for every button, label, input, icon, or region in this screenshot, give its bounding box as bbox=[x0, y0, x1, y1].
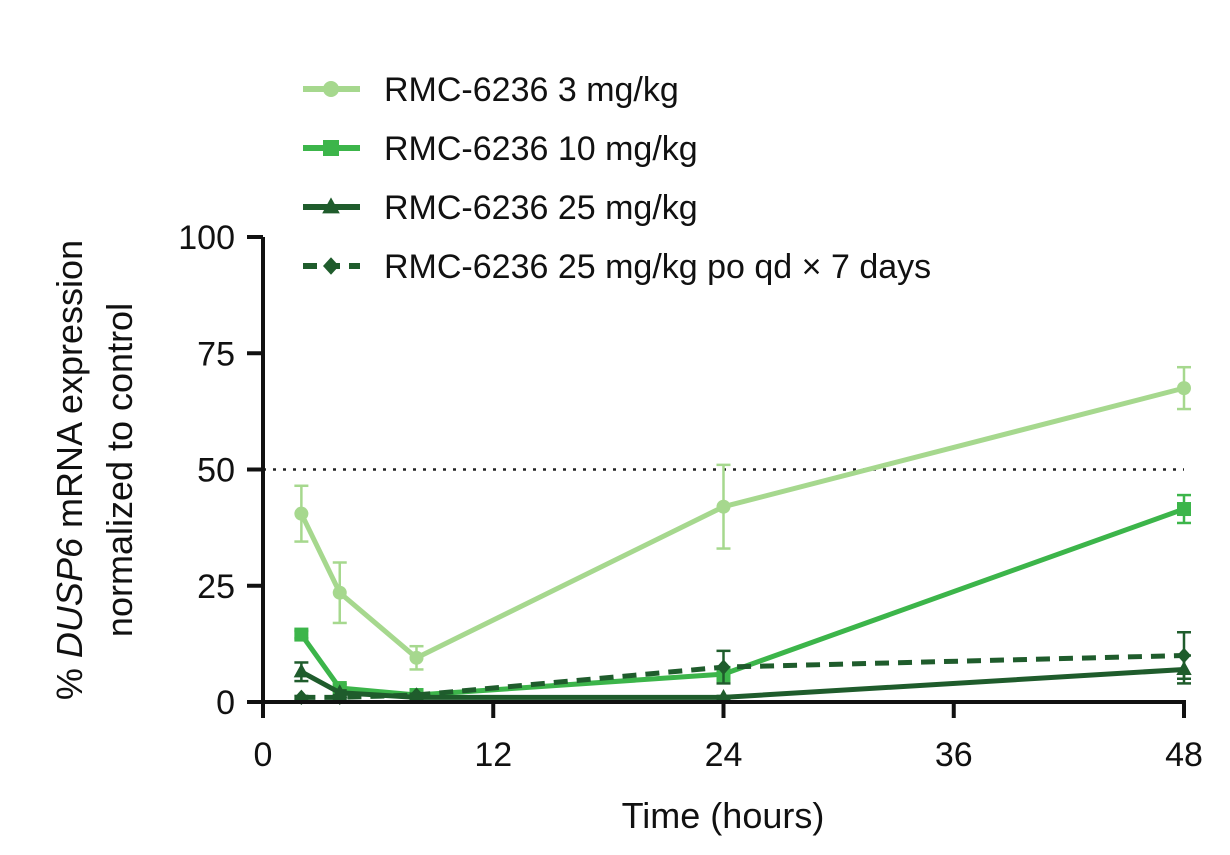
y-axis-title-rest: mRNA expression bbox=[49, 240, 90, 538]
x-tick-label: 36 bbox=[935, 736, 973, 774]
data-point-circle bbox=[294, 506, 309, 521]
legend-label: RMC-6236 25 mg/kg po qd × 7 days bbox=[384, 248, 931, 286]
y-ticks: 0 25 50 75 100 bbox=[178, 219, 263, 722]
y-tick-label: 100 bbox=[178, 219, 235, 257]
x-tick-label: 48 bbox=[1165, 736, 1203, 774]
data-point-circle bbox=[716, 499, 731, 514]
x-tick-label: 0 bbox=[254, 736, 273, 774]
legend-item: RMC-6236 10 mg/kg bbox=[303, 130, 698, 168]
data-point-diamond bbox=[716, 659, 731, 675]
data-point-circle bbox=[323, 81, 339, 97]
data-point-square bbox=[323, 140, 339, 156]
data-point-square bbox=[1177, 502, 1191, 517]
series-2 bbox=[294, 493, 1191, 703]
y-tick-label: 25 bbox=[197, 568, 235, 606]
x-tick-label: 12 bbox=[474, 736, 512, 774]
data-point-triangle bbox=[332, 684, 348, 699]
legend-item: RMC-6236 25 mg/kg bbox=[303, 189, 698, 227]
data-point-circle bbox=[409, 650, 424, 665]
x-axis-title: Time (hours) bbox=[622, 795, 825, 836]
axes: 0 25 50 75 100 0 12 24 36 48 bbox=[178, 219, 1203, 774]
data-point-diamond bbox=[294, 689, 309, 706]
x-ticks: 0 12 24 36 48 bbox=[254, 702, 1203, 774]
series-3 bbox=[293, 654, 1192, 703]
data-point-triangle bbox=[293, 663, 310, 678]
y-tick-label: 75 bbox=[197, 335, 235, 373]
legend-item: RMC-6236 3 mg/kg bbox=[303, 71, 679, 109]
legend: RMC-6236 3 mg/kg RMC-6236 10 mg/kg RMC-623… bbox=[303, 71, 931, 286]
data-point-circle bbox=[332, 585, 347, 600]
y-tick-label: 50 bbox=[197, 452, 235, 490]
y-axis-title-line2: normalized to control bbox=[99, 303, 140, 637]
y-axis-title-gene: DUSP6 bbox=[49, 537, 90, 658]
series-layer bbox=[293, 365, 1192, 706]
y-tick-label: 0 bbox=[216, 684, 235, 722]
data-point-triangle bbox=[408, 688, 425, 703]
data-point-square bbox=[294, 627, 309, 642]
y-axis-title-group: % DUSP6 mRNA expression normalized to co… bbox=[49, 240, 140, 700]
x-tick-label: 24 bbox=[705, 736, 743, 774]
data-point-triangle bbox=[1176, 661, 1192, 676]
series-1 bbox=[294, 365, 1191, 671]
data-point-triangle bbox=[715, 688, 732, 703]
data-point-circle bbox=[1177, 381, 1191, 396]
legend-label: RMC-6236 25 mg/kg bbox=[384, 189, 698, 227]
legend-item: RMC-6236 25 mg/kg po qd × 7 days bbox=[303, 248, 931, 286]
legend-label: RMC-6236 3 mg/kg bbox=[384, 71, 679, 109]
y-axis-title-line1: % DUSP6 mRNA expression bbox=[49, 240, 90, 700]
legend-label: RMC-6236 10 mg/kg bbox=[384, 130, 698, 168]
y-axis-title-prefix: % bbox=[49, 658, 90, 700]
data-point-triangle bbox=[322, 197, 340, 214]
series-line bbox=[299, 385, 1185, 661]
data-point-diamond bbox=[323, 257, 339, 275]
